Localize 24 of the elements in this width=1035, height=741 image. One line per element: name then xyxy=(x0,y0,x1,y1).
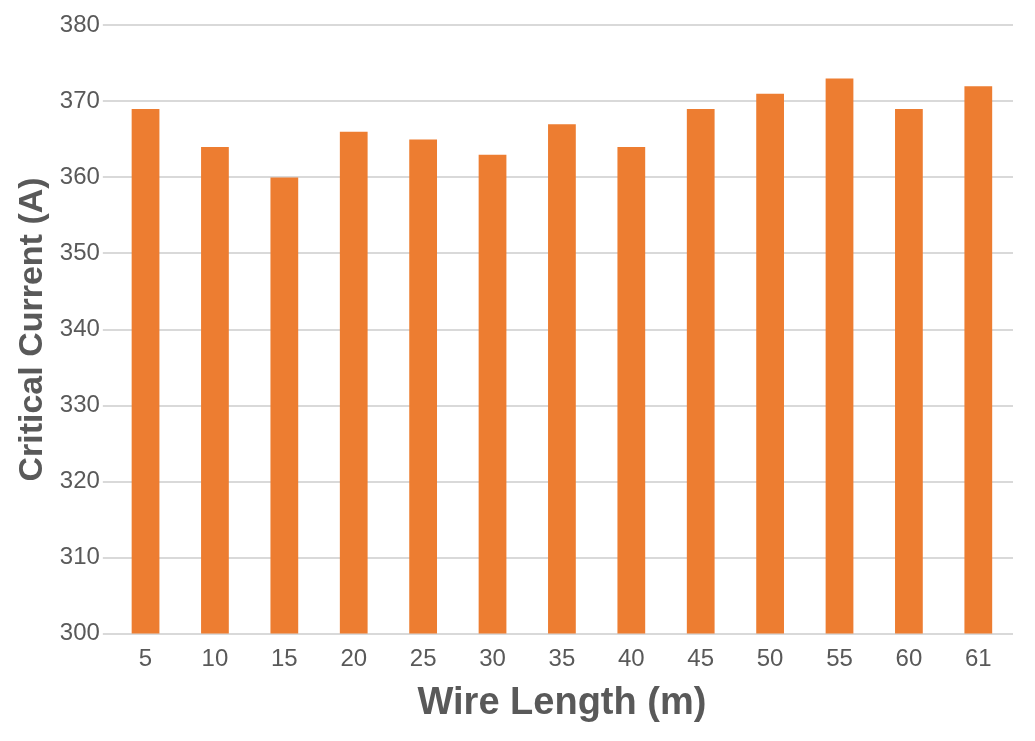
x-tick-label: 50 xyxy=(756,643,784,671)
x-tick-label: 61 xyxy=(964,643,992,671)
y-axis-title: Critical Current (A) xyxy=(10,177,49,482)
y-tick-label: 310 xyxy=(59,542,100,570)
y-tick-label: 370 xyxy=(59,86,100,114)
x-tick-label: 25 xyxy=(409,643,437,671)
y-tick-label: 340 xyxy=(59,314,100,342)
y-tick-label: 330 xyxy=(59,390,100,418)
x-tick-label: 45 xyxy=(687,643,715,671)
x-tick-label: 55 xyxy=(826,643,853,671)
x-tick-label: 40 xyxy=(617,643,645,671)
y-tick-label: 350 xyxy=(59,238,100,266)
x-tick-label: 30 xyxy=(479,643,506,671)
x-tick-label: 5 xyxy=(138,643,153,671)
x-tick-label: 20 xyxy=(340,643,368,671)
x-tick-label: 35 xyxy=(548,643,576,671)
x-tick-label: 15 xyxy=(270,643,298,671)
y-tick-label: 380 xyxy=(59,10,100,38)
x-tick-label: 10 xyxy=(201,643,229,671)
y-tick-label: 360 xyxy=(59,162,100,190)
y-tick-label: 320 xyxy=(59,466,100,494)
x-axis-title: Wire Length (m) xyxy=(417,679,707,722)
y-tick-label: 300 xyxy=(59,618,100,646)
x-tick-label: 60 xyxy=(895,643,923,671)
